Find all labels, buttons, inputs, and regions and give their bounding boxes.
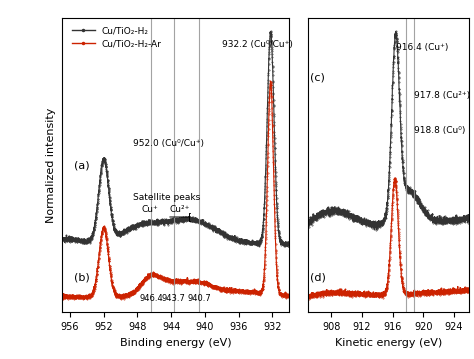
- Text: Satellite peaks: Satellite peaks: [133, 193, 201, 202]
- X-axis label: Binding energy (eV): Binding energy (eV): [119, 337, 231, 348]
- Text: Cu⁺: Cu⁺: [142, 205, 158, 214]
- Text: (d): (d): [310, 272, 326, 282]
- Text: (a): (a): [74, 161, 90, 171]
- Text: 918.8 (Cu⁰): 918.8 (Cu⁰): [414, 126, 465, 135]
- Text: 917.8 (Cu²⁺): 917.8 (Cu²⁺): [414, 91, 470, 100]
- Text: 940.7: 940.7: [187, 294, 211, 303]
- Text: (b): (b): [74, 272, 90, 282]
- X-axis label: Kinetic energy (eV): Kinetic energy (eV): [335, 337, 442, 348]
- Text: 916.4 (Cu⁺): 916.4 (Cu⁺): [396, 43, 448, 52]
- Text: Cu²⁺: Cu²⁺: [169, 205, 190, 214]
- Y-axis label: Normalized intensity: Normalized intensity: [46, 107, 56, 223]
- Text: 952.0 (Cu⁰/Cu⁺): 952.0 (Cu⁰/Cu⁺): [133, 139, 204, 148]
- Text: 943.7: 943.7: [162, 294, 186, 303]
- Legend: Cu/TiO₂-H₂, Cu/TiO₂-H₂-Ar: Cu/TiO₂-H₂, Cu/TiO₂-H₂-Ar: [68, 23, 165, 52]
- Text: 932.2 (Cu⁰/Cu⁺): 932.2 (Cu⁰/Cu⁺): [222, 40, 292, 49]
- Text: 946.4: 946.4: [139, 294, 163, 303]
- Text: (c): (c): [310, 73, 325, 83]
